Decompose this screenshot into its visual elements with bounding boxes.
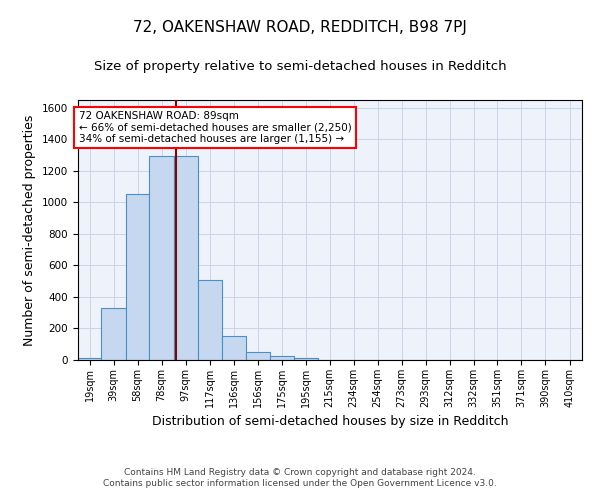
Bar bbox=[149, 156, 174, 360]
Bar bbox=[222, 336, 246, 360]
X-axis label: Distribution of semi-detached houses by size in Redditch: Distribution of semi-detached houses by … bbox=[152, 416, 508, 428]
Text: 72, OAKENSHAW ROAD, REDDITCH, B98 7PJ: 72, OAKENSHAW ROAD, REDDITCH, B98 7PJ bbox=[133, 20, 467, 35]
Bar bbox=[101, 308, 126, 360]
Bar bbox=[246, 352, 270, 360]
Bar bbox=[294, 358, 318, 360]
Bar bbox=[270, 356, 294, 360]
Bar bbox=[198, 280, 222, 360]
Text: 72 OAKENSHAW ROAD: 89sqm
← 66% of semi-detached houses are smaller (2,250)
34% o: 72 OAKENSHAW ROAD: 89sqm ← 66% of semi-d… bbox=[79, 111, 352, 144]
Y-axis label: Number of semi-detached properties: Number of semi-detached properties bbox=[23, 114, 37, 346]
Text: Size of property relative to semi-detached houses in Redditch: Size of property relative to semi-detach… bbox=[94, 60, 506, 73]
Bar bbox=[126, 194, 149, 360]
Bar bbox=[174, 156, 198, 360]
Bar bbox=[78, 358, 101, 360]
Text: Contains HM Land Registry data © Crown copyright and database right 2024.
Contai: Contains HM Land Registry data © Crown c… bbox=[103, 468, 497, 487]
